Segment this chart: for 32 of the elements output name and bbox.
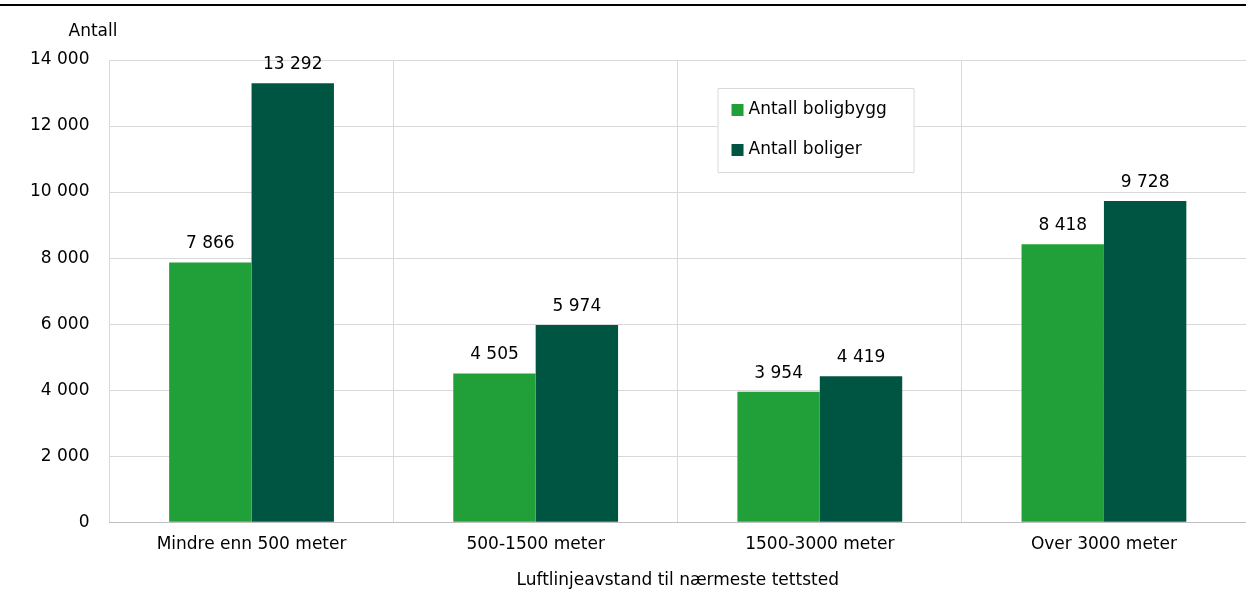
data-label: 9 728 bbox=[1120, 170, 1170, 191]
y-tick-label: 14 000 bbox=[30, 48, 90, 69]
y-axis-title: Antall bbox=[68, 19, 118, 40]
x-tick-label: 500-1500 meter bbox=[466, 532, 605, 553]
x-tick-label: Mindre enn 500 meter bbox=[156, 532, 347, 553]
y-tick-label: 12 000 bbox=[30, 114, 90, 135]
data-label: 5 974 bbox=[552, 294, 602, 315]
data-label: 8 418 bbox=[1038, 214, 1088, 235]
bar bbox=[1103, 201, 1187, 522]
x-tick-label: 1500-3000 meter bbox=[745, 532, 895, 553]
bar bbox=[453, 373, 536, 522]
legend-label: Antall boligbygg bbox=[748, 98, 887, 119]
data-label: 4 505 bbox=[470, 343, 519, 364]
x-axis-title: Luftlinjeavstand til nærmeste tettsted bbox=[516, 569, 839, 590]
bar bbox=[819, 376, 903, 522]
data-label: 13 292 bbox=[263, 53, 323, 74]
bar bbox=[1021, 244, 1104, 522]
bar bbox=[251, 83, 334, 522]
data-label: 3 954 bbox=[754, 361, 803, 382]
x-tick-label: Over 3000 meter bbox=[1030, 532, 1177, 553]
y-tick-label: 2 000 bbox=[40, 444, 90, 465]
bar bbox=[535, 324, 619, 522]
y-tick-label: 6 000 bbox=[40, 312, 90, 333]
y-tick-label: 10 000 bbox=[30, 180, 90, 201]
bar bbox=[169, 262, 252, 522]
legend-label: Antall boliger bbox=[748, 138, 862, 159]
bar bbox=[737, 391, 820, 522]
y-tick-label: 8 000 bbox=[40, 246, 90, 267]
data-label: 7 866 bbox=[186, 232, 235, 253]
data-label: 4 419 bbox=[836, 346, 886, 367]
y-tick-label: 0 bbox=[78, 510, 90, 531]
y-tick-label: 4 000 bbox=[40, 378, 90, 399]
